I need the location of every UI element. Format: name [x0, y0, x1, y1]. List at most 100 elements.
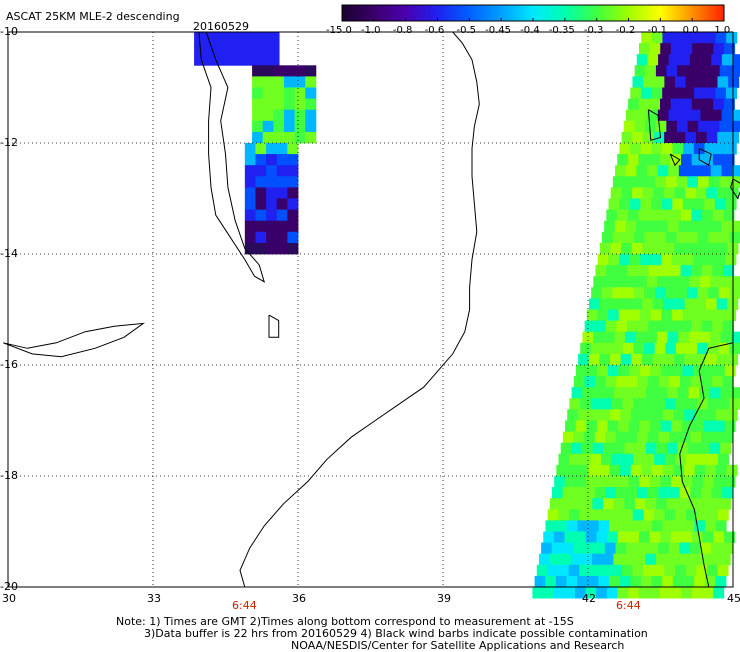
swath-cell — [601, 342, 613, 355]
lake-kariba-outline — [3, 322, 146, 358]
swath-cell — [635, 387, 647, 399]
swath-cell — [266, 187, 278, 199]
swath-cell — [602, 553, 614, 566]
swath-cell — [628, 587, 640, 599]
swath-cell — [558, 509, 570, 521]
swath-cell — [624, 387, 636, 399]
swath-cell — [204, 54, 216, 66]
swath-cell — [618, 420, 630, 432]
swath-cell — [677, 65, 689, 77]
swath-cell — [662, 464, 674, 477]
swath-cell — [613, 553, 625, 566]
swath-cell — [673, 353, 685, 366]
swath-cell — [676, 287, 688, 299]
swath-cell — [610, 187, 622, 199]
swath-cell — [578, 353, 590, 366]
swath-cell — [629, 198, 641, 210]
swath-cell — [715, 87, 727, 99]
swath-cell — [691, 98, 703, 111]
swath-cell — [588, 353, 600, 366]
swath-cell — [628, 476, 640, 488]
swath-cell — [678, 220, 690, 233]
swath-cell — [623, 176, 635, 188]
swath-cell — [632, 76, 644, 88]
colorbar-segment — [692, 5, 725, 21]
swath-cell — [655, 120, 667, 133]
swath-cell — [706, 564, 718, 577]
swath-cell — [716, 298, 728, 310]
swath-cell — [664, 509, 676, 521]
swath-cell — [692, 365, 704, 377]
swath-cell — [655, 65, 667, 77]
swath-cell — [671, 365, 683, 377]
swath-cell — [225, 54, 238, 66]
swath-cell — [658, 54, 670, 66]
swath-cell — [663, 187, 675, 199]
swath-cell — [600, 509, 612, 521]
swath-cell — [697, 231, 709, 244]
swath-cell — [657, 220, 669, 233]
swath-cell — [255, 154, 267, 166]
swath-cell — [731, 387, 740, 399]
swath-cell — [204, 32, 216, 44]
swath-cell — [712, 154, 724, 166]
swath-cell — [588, 464, 600, 477]
swath-cell — [650, 254, 662, 266]
swath-cell — [652, 353, 664, 366]
swath-cell — [681, 43, 693, 55]
swath-cell — [604, 542, 616, 555]
swath-cell — [640, 198, 652, 210]
swath-cell — [696, 398, 709, 410]
swath-cell — [554, 476, 566, 488]
swath-cell — [666, 498, 678, 510]
swath-cell — [696, 131, 708, 144]
swath-cell — [266, 242, 278, 255]
colorbar-label: -15.0 — [326, 25, 352, 36]
swath-cell — [703, 476, 715, 488]
swath-cell — [724, 476, 736, 488]
swath-cell — [687, 65, 699, 77]
swath-cell — [696, 453, 708, 466]
swath-cell — [287, 209, 299, 222]
lon-tick-label: 30 — [2, 592, 16, 605]
swath-cell — [713, 476, 725, 488]
swath-cell — [602, 498, 615, 510]
swath-cell — [668, 487, 680, 499]
swath-cell — [252, 109, 264, 122]
swath-cell — [594, 542, 606, 555]
swath-cell — [636, 220, 648, 233]
swath-cell — [268, 43, 280, 55]
swath-cell — [624, 331, 637, 344]
swath-cell — [706, 131, 718, 144]
swath-cell — [575, 531, 587, 543]
swath-cell — [645, 553, 657, 566]
swath-cell — [682, 198, 695, 210]
swath-cell — [236, 54, 248, 66]
swath-cell — [672, 198, 684, 210]
swath-cell — [276, 209, 288, 222]
swath-cell — [573, 542, 585, 555]
swath-cell — [633, 287, 645, 299]
swath-cell — [696, 76, 708, 88]
swath-cell — [592, 442, 604, 455]
swath-cell — [551, 542, 563, 555]
pass-time-left: 6:44 — [232, 599, 257, 612]
swath-cell — [695, 298, 707, 310]
swath-cell — [646, 276, 658, 288]
swath-cell — [603, 331, 615, 344]
swath-cell — [305, 120, 317, 133]
swath-cell — [666, 120, 678, 133]
swath-cell — [287, 154, 299, 166]
swath-cell — [678, 331, 690, 344]
swath-cell — [717, 509, 729, 521]
swath-cell — [562, 431, 574, 444]
swath-cell — [590, 453, 602, 466]
swath-cell — [669, 320, 681, 333]
swath-cell — [598, 575, 610, 588]
swath-cell — [702, 43, 714, 55]
swath-cell — [721, 109, 733, 122]
swath-cell — [543, 587, 555, 599]
swath-cell — [646, 331, 658, 344]
swath-cell — [633, 342, 645, 355]
